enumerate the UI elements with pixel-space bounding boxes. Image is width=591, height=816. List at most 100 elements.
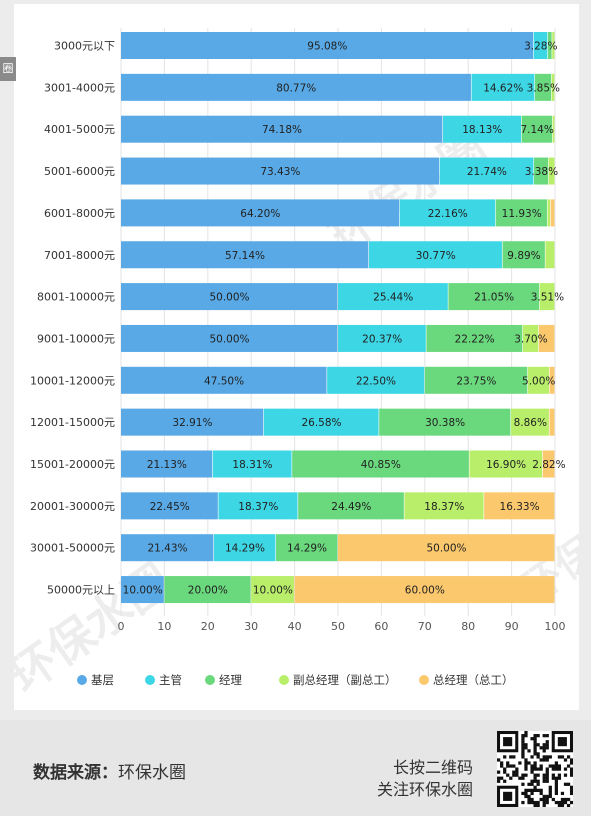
data-label: 3.70% [514, 333, 547, 345]
legend-marker [145, 675, 155, 685]
data-label: 21.43% [147, 543, 187, 555]
x-tick-label: 70 [418, 620, 432, 633]
x-tick-label: 20 [201, 620, 215, 633]
bar-segment [121, 32, 534, 59]
bar-segment [121, 115, 443, 143]
data-label: 20.37% [362, 333, 402, 345]
bar-segment [552, 32, 555, 59]
bar-segment [527, 366, 549, 394]
x-tick-label: 90 [505, 620, 519, 633]
data-label: 80.77% [276, 82, 316, 94]
bar-segment [547, 199, 551, 227]
data-label: 57.14% [225, 250, 265, 262]
data-label: 5.00% [522, 375, 555, 387]
bar-segment [469, 450, 543, 478]
category-label: 9001-10000元 [37, 332, 115, 345]
category-label: 6001-8000元 [44, 207, 115, 220]
bar-segment [368, 241, 502, 269]
bar-segment [552, 115, 555, 143]
data-label: 8.86% [514, 417, 547, 429]
data-label: 22.50% [356, 375, 396, 387]
bar-segment [424, 366, 528, 394]
category-label: 15001-20000元 [30, 458, 115, 471]
bar-segment [495, 199, 547, 227]
x-tick-label: 0 [118, 620, 125, 633]
data-label: 9.89% [507, 250, 540, 262]
bar-segment [276, 534, 338, 562]
qr-caption: 长按二维码 关注环保水圈 [377, 757, 473, 801]
bar-segment [502, 241, 545, 269]
data-label: 30.77% [416, 250, 456, 262]
data-label: 50.00% [209, 333, 249, 345]
data-label: 50.00% [209, 292, 249, 304]
category-label: 3000元以下 [54, 40, 115, 53]
bar-segment [121, 157, 440, 185]
chart-card: 环保水圈 环保水圈 环保水圈 95.08% 3.28% 80.77% 14.62% 3.85… [14, 4, 579, 710]
bar-segment [548, 157, 555, 185]
data-label: 16.33% [500, 501, 540, 513]
bar-segment [439, 157, 534, 185]
bar-segment [539, 283, 555, 311]
bar-segment [551, 73, 555, 101]
data-label: 3.38% [525, 166, 558, 178]
x-tick-label: 10 [157, 620, 171, 633]
bar-segment [511, 408, 549, 436]
bar-segment [338, 324, 426, 352]
data-label: 10.00% [253, 585, 293, 597]
data-label: 22.16% [428, 208, 468, 220]
bar-segment [218, 492, 298, 520]
data-label: 18.31% [232, 459, 272, 471]
data-label: 14.29% [225, 543, 265, 555]
bar-segment [294, 576, 555, 604]
qr-caption-line1: 长按二维码 [392, 758, 473, 777]
category-labels: 3000元以下 3001-4000元 4001-5000元 5001-6000元 600… [30, 40, 115, 597]
bar-segment [214, 534, 276, 562]
bar-segment [121, 450, 213, 478]
side-tab-label: 圈 [0, 57, 16, 81]
data-label: 32.91% [172, 417, 212, 429]
source-label: 数据来源： [33, 763, 118, 783]
legend-label: 经理 [219, 673, 242, 687]
legend: 基层 主管 经理 副总经理（副总工） 总经理（总工） [77, 673, 514, 687]
bar-segment [442, 115, 522, 143]
bar-segment [379, 408, 511, 436]
data-source: 数据来源：环保水圈 [33, 758, 186, 783]
x-tick-label: 50 [331, 620, 345, 633]
category-label: 3001-4000元 [44, 81, 115, 94]
bar-segment [538, 324, 555, 352]
data-label: 18.37% [238, 501, 278, 513]
bar-segment [547, 32, 552, 59]
legend-marker [205, 675, 215, 685]
data-label: 14.62% [483, 82, 523, 94]
data-label: 2.82% [532, 459, 565, 471]
data-label: 7.14% [520, 124, 553, 136]
category-label: 8001-10000元 [37, 291, 115, 304]
bar-segment [521, 115, 553, 143]
data-label: 10.00% [123, 585, 163, 597]
bar-segment [121, 366, 327, 394]
qr-code-icon[interactable] [497, 731, 573, 807]
data-label: 16.90% [486, 459, 526, 471]
x-tick-label: 100 [545, 620, 566, 633]
x-tick-label: 30 [244, 620, 258, 633]
legend-label: 副总经理（副总工） [293, 673, 397, 687]
bar-segment [298, 492, 404, 520]
legend-marker [279, 675, 289, 685]
qr-caption-line2: 关注环保水圈 [376, 780, 473, 799]
data-label: 3.85% [527, 82, 560, 94]
bar-segment [549, 366, 555, 394]
data-label: 21.13% [147, 459, 187, 471]
bar-segment [404, 492, 484, 520]
data-label: 23.75% [456, 375, 496, 387]
x-tick-label: 60 [374, 620, 388, 633]
bar-segment [121, 241, 369, 269]
bar-segment [534, 157, 549, 185]
bar-segment [121, 73, 471, 101]
legend-label: 主管 [159, 673, 182, 687]
category-label: 7001-8000元 [44, 249, 115, 262]
data-label: 3.51% [531, 292, 564, 304]
data-label: 74.18% [262, 124, 302, 136]
bar-segment [534, 73, 552, 101]
source-value: 环保水圈 [118, 763, 186, 783]
bar-segment [338, 283, 448, 311]
